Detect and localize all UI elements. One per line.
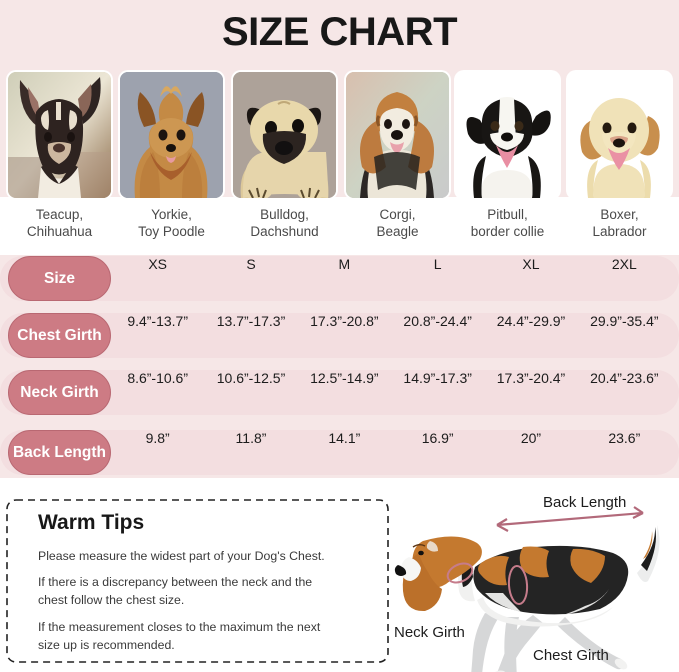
svg-text:Chest Girth: Chest Girth: [533, 647, 609, 664]
svg-text:Back Length: Back Length: [543, 495, 626, 511]
svg-text:Neck Girth: Neck Girth: [394, 624, 465, 641]
